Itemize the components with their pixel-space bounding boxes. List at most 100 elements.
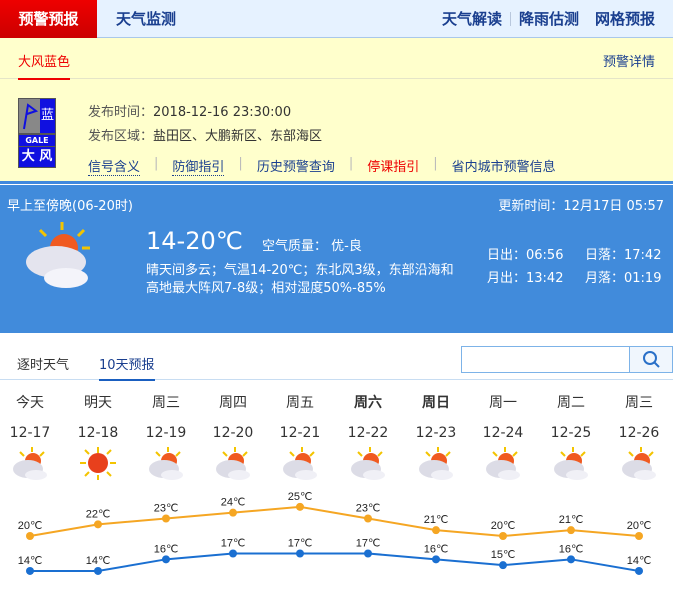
tab-hourly[interactable]: 逐时天气 — [17, 358, 70, 373]
search-box — [461, 346, 673, 373]
tab-warning-forecast[interactable]: 预警预报 — [0, 0, 97, 38]
day-label: 周三 — [152, 395, 180, 411]
divider — [509, 12, 511, 26]
low-temp-line — [30, 552, 640, 572]
update-time: 更新时间：12月17日 05:57 — [498, 199, 664, 214]
temperature-chart: 20℃ 22℃ 23℃ 24℃ 25℃ 23℃ 21℃ 20℃ 21℃ 20℃ 14℃ 14℃ 16℃ 1… — [18, 491, 652, 575]
link-grid-forecast[interactable]: 网格预报 — [594, 10, 655, 28]
date-label: 12-17 — [9, 425, 51, 441]
forecast-day: 明天 12-18 — [68, 392, 128, 485]
day-label: 周二 — [557, 395, 585, 411]
low-temp-point — [432, 555, 440, 564]
gale-blue-warning-icon: 蓝 GALE 大 风 — [18, 98, 56, 168]
low-temp-point — [364, 549, 372, 558]
high-temp-point — [364, 514, 372, 523]
high-temp-point — [229, 508, 237, 517]
top-nav: 预警预报 天气监测 天气解读 降雨估测 网格预报 — [0, 0, 673, 38]
high-temp-point — [499, 532, 507, 540]
day-label: 周六 — [354, 395, 382, 411]
high-temp-label: 23℃ — [154, 503, 179, 515]
low-temp-label: 14℃ — [86, 555, 111, 567]
high-temp-label: 20℃ — [627, 520, 652, 532]
high-temp-label: 25℃ — [288, 491, 313, 503]
high-temp-point — [94, 520, 102, 529]
low-temp-point — [567, 555, 575, 564]
day-label: 周五 — [286, 395, 314, 411]
search-icon — [643, 351, 660, 368]
link-history[interactable]: 历史预警查询 — [256, 160, 335, 175]
link-province-warnings[interactable]: 省内城市预警信息 — [451, 160, 556, 175]
low-temp-point — [296, 549, 304, 558]
sunny-icon — [80, 447, 116, 480]
link-signal-meaning[interactable]: 信号含义 — [88, 156, 141, 176]
low-temp-point — [229, 549, 237, 558]
high-temp-label: 20℃ — [18, 520, 43, 532]
low-temp-label: 17℃ — [356, 537, 381, 549]
date-label: 12-18 — [77, 425, 119, 441]
low-temp-label: 14℃ — [627, 555, 652, 567]
forecast-day: 周四 12-20 — [203, 392, 263, 485]
high-temp-label: 23℃ — [356, 503, 381, 515]
day-label: 今天 — [16, 395, 44, 411]
forecast-day: 周六 12-22 — [338, 392, 398, 485]
high-temp-label: 20℃ — [491, 520, 516, 532]
search-button[interactable] — [629, 347, 672, 372]
low-temp-label: 16℃ — [559, 543, 584, 555]
forecast-day: 周三 12-19 — [136, 392, 196, 485]
day-label: 周四 — [219, 395, 247, 411]
partly-cloudy-icon — [283, 447, 317, 480]
low-temp-label: 16℃ — [424, 543, 449, 555]
link-defense-guide[interactable]: 防御指引 — [172, 156, 225, 176]
desc-line2: 高地最大阵风7-8级；相对湿度50%-85% — [146, 281, 386, 296]
area-label: 发布区域： — [88, 129, 154, 144]
tab-10day[interactable]: 10天预报 — [99, 354, 155, 381]
high-temp-label: 21℃ — [559, 514, 584, 526]
date-label: 12-21 — [279, 425, 321, 441]
link-rain-estimate[interactable]: 降雨估测 — [518, 10, 579, 28]
link-weather-interpretation[interactable]: 天气解读 — [441, 10, 502, 28]
day-label: 周日 — [422, 395, 450, 411]
period: 早上至傍晚(06-20时) — [7, 199, 133, 214]
warning-tab[interactable]: 大风蓝色 — [18, 51, 71, 80]
forecast-day: 周二 12-25 — [541, 392, 601, 485]
high-temp-point — [162, 514, 170, 523]
high-temp-point — [567, 526, 575, 535]
today-weather: 早上至傍晚(06-20时) 更新时间：12月17日 05:57 14-20℃ 空… — [0, 185, 673, 333]
day-label: 明天 — [84, 395, 112, 411]
warning-detail-link[interactable]: 预警详情 — [602, 55, 655, 70]
moonset: 月落：01:19 — [585, 271, 662, 286]
low-temp-point — [635, 566, 643, 575]
partly-cloudy-icon — [486, 447, 520, 480]
partly-cloudy-icon — [351, 447, 385, 480]
low-temp-point — [162, 555, 170, 564]
partly-cloudy-icon — [13, 447, 47, 480]
date-label: 12-25 — [550, 425, 592, 441]
low-temp-point — [499, 561, 507, 570]
tab-weather-monitor[interactable]: 天气监测 — [116, 10, 177, 28]
partly-cloudy-icon — [554, 447, 588, 480]
high-temp-label: 22℃ — [86, 508, 111, 520]
partly-cloudy-icon — [622, 447, 656, 480]
low-temp-label: 15℃ — [491, 549, 516, 561]
forecast-day: 周日 12-23 — [406, 392, 466, 485]
date-label: 12-19 — [145, 425, 187, 441]
high-temp-point — [296, 502, 304, 511]
moonrise: 月出：13:42 — [487, 271, 564, 286]
day-label: 周一 — [489, 395, 517, 411]
high-temp-line — [29, 505, 640, 538]
high-temp-point — [26, 532, 34, 540]
partly-cloudy-icon — [26, 222, 90, 288]
time-label: 发布时间： — [88, 105, 154, 120]
date-label: 12-26 — [618, 425, 660, 441]
low-temp-label: 16℃ — [154, 543, 179, 555]
forecast-day: 周三 12-26 — [609, 392, 669, 485]
low-temp-point — [94, 566, 102, 575]
sunrise: 日出：06:56 — [487, 248, 564, 263]
search-input[interactable] — [462, 347, 627, 372]
forecast-day: 今天 12-17 — [0, 392, 60, 485]
low-temp-label: 17℃ — [221, 537, 246, 549]
high-temp-label: 24℃ — [221, 497, 246, 509]
partly-cloudy-icon — [419, 447, 453, 480]
link-class-suspension[interactable]: 停课指引 — [367, 160, 420, 175]
low-temp-point — [26, 566, 34, 575]
